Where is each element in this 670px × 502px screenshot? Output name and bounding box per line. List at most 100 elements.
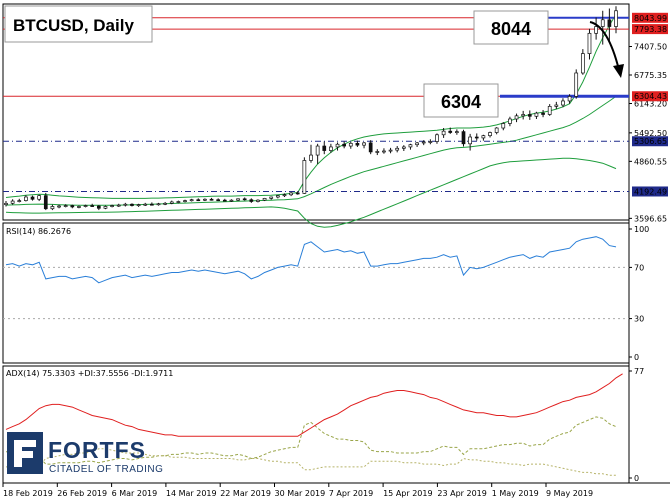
candle-body	[295, 192, 300, 195]
di-plus-line	[5, 416, 617, 465]
x-tick-label: 22 Mar 2019	[220, 489, 271, 498]
x-tick-label: 9 May 2019	[546, 489, 593, 498]
candle-body	[468, 136, 472, 145]
x-tick-label: 26 Feb 2019	[57, 489, 107, 498]
candle-body	[421, 141, 426, 144]
candle-body	[428, 141, 433, 143]
candle-body	[169, 201, 174, 204]
price-tag-label: 8043.99	[634, 14, 667, 23]
candle-body	[136, 204, 141, 207]
candle-body	[348, 142, 353, 147]
price-tag-label: 5306.65	[634, 137, 667, 146]
candle-body	[567, 96, 572, 102]
y-tick-label: 5492.50	[634, 129, 667, 138]
candle-body	[209, 198, 214, 201]
annotation-8044-label: 8044	[491, 19, 531, 39]
candle-body	[342, 143, 347, 147]
candle-body	[494, 127, 499, 133]
candle-body	[534, 112, 539, 117]
y-tick-label: 3596.65	[634, 214, 667, 223]
candle-body	[236, 198, 240, 201]
candle-body	[30, 196, 35, 200]
candle-body	[580, 53, 585, 74]
price-tag-3	[632, 91, 668, 102]
candle-body	[196, 199, 201, 202]
candle-body	[415, 142, 419, 146]
forecast-arrow	[589, 21, 620, 71]
candle-body	[481, 135, 486, 139]
candle-body	[541, 112, 545, 115]
candle-body	[70, 205, 75, 208]
candle-body	[448, 130, 453, 133]
logo-mark-glyph	[14, 440, 36, 467]
candle-body	[4, 202, 8, 206]
adx-y-tick-label: 0	[634, 474, 639, 483]
price-tag-5	[632, 186, 668, 197]
logo-name: FORTFS	[48, 437, 146, 463]
annotation-8044-box	[473, 10, 549, 45]
candles-group	[4, 6, 618, 211]
candle-body	[315, 145, 320, 156]
candle-body	[435, 134, 439, 142]
candle-body	[37, 195, 42, 200]
candle-body	[547, 106, 552, 115]
candle-body	[474, 136, 479, 139]
candle-body	[322, 145, 327, 151]
candle-body	[63, 205, 68, 207]
candle-body	[368, 142, 373, 153]
bollinger-middle-line	[5, 95, 617, 206]
candle-body	[83, 205, 88, 207]
candle-body	[388, 149, 393, 152]
candle-body	[249, 199, 254, 202]
candle-body	[43, 195, 48, 210]
candle-body	[514, 115, 519, 120]
candle-body	[501, 123, 506, 129]
candle-body	[17, 200, 22, 202]
rsi-title: RSI(14) 86.2676	[6, 227, 71, 236]
candle-body	[77, 206, 81, 208]
annotation-6304-label: 6304	[441, 92, 481, 112]
bollinger-upper-line	[5, 14, 617, 199]
candle-body	[242, 198, 247, 201]
x-tick-label: 14 Mar 2019	[166, 489, 217, 498]
annotation-6304-box	[423, 83, 499, 118]
panel-frame-2	[2, 222, 630, 364]
candle-body	[156, 203, 161, 206]
forecast-arrow-head	[613, 64, 624, 78]
candle-body	[96, 205, 101, 209]
candle-body	[116, 204, 121, 207]
candle-body	[335, 143, 340, 148]
candle-body	[123, 203, 128, 206]
candle-body	[600, 19, 605, 27]
x-tick-label: 15 Apr 2019	[383, 489, 432, 498]
candle-body	[401, 146, 406, 149]
candle-body	[329, 146, 333, 151]
candle-body	[110, 205, 114, 207]
rsi-y-tick-label: 30	[634, 315, 644, 324]
candle-body	[614, 10, 618, 27]
candle-body	[216, 199, 221, 202]
candle-body	[103, 206, 108, 209]
x-tick-label: 30 Mar 2019	[275, 489, 326, 498]
candle-body	[395, 147, 400, 151]
candle-body	[130, 203, 134, 206]
candle-body	[455, 131, 459, 133]
candle-body	[607, 19, 612, 27]
price-tag-label: 6304.43	[634, 92, 667, 101]
candle-body	[262, 198, 267, 201]
candle-body	[189, 199, 194, 202]
rsi-y-tick-label: 100	[634, 225, 649, 234]
candle-body	[521, 114, 526, 117]
candle-body	[554, 104, 559, 107]
bollinger-lower-line	[5, 157, 617, 228]
adx-title: ADX(14) 75.3303 +DI:37.5556 -DI:1.9711	[6, 369, 173, 378]
candle-body	[203, 198, 207, 201]
candle-body	[362, 142, 366, 146]
logo-tagline: CITADEL OF TRADING	[49, 464, 163, 475]
x-tick-label: 1 May 2019	[492, 489, 539, 498]
candle-body	[561, 100, 565, 106]
x-tick-label: 18 Feb 2019	[3, 489, 53, 498]
candle-body	[302, 160, 307, 194]
candle-body	[527, 114, 532, 117]
